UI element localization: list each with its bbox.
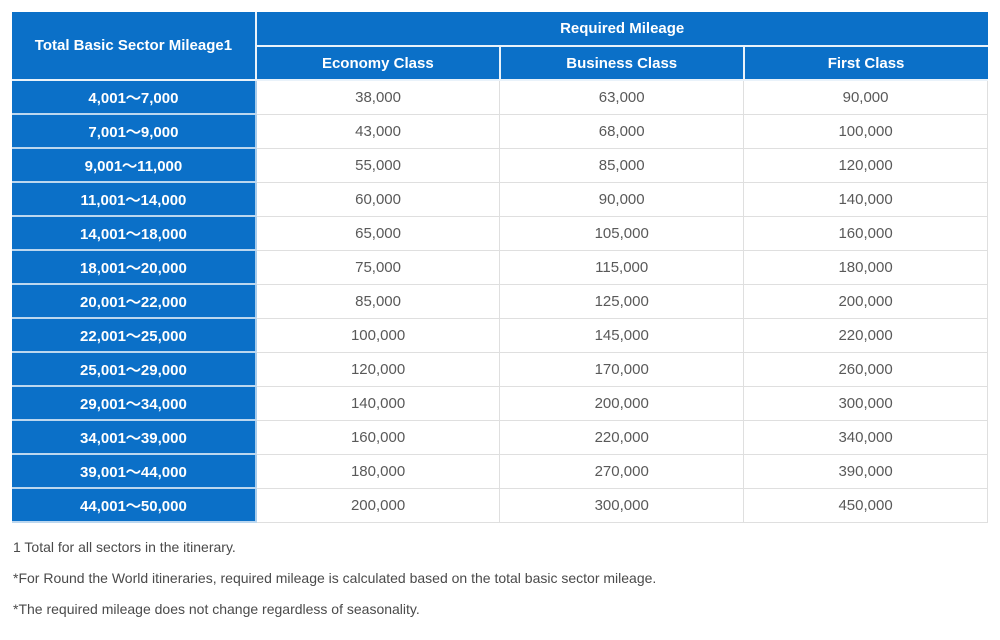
business-mileage-cell: 220,000 <box>499 419 745 455</box>
footnotes: 1 Total for all sectors in the itinerary… <box>12 523 988 640</box>
economy-mileage-cell: 60,000 <box>255 181 501 217</box>
first-mileage-cell: 260,000 <box>743 351 988 387</box>
economy-mileage-cell: 65,000 <box>255 215 501 251</box>
first-mileage-cell: 450,000 <box>743 487 988 523</box>
table-row: 11,001～14,000 60,000 90,000 140,000 <box>12 181 988 217</box>
footnote: *For Round the World itineraries, requir… <box>13 570 657 586</box>
col-header-business-class: Business Class <box>498 46 745 81</box>
economy-mileage-cell: 140,000 <box>255 385 501 421</box>
table-header: Total Basic Sector Mileage1 Required Mil… <box>12 12 988 81</box>
header-row-group: Total Basic Sector Mileage1 Required Mil… <box>12 12 988 81</box>
table-row: 4,001～7,000 38,000 63,000 90,000 <box>12 79 988 115</box>
economy-mileage-cell: 100,000 <box>255 317 501 353</box>
business-mileage-cell: 170,000 <box>499 351 745 387</box>
table-body: 4,001～7,000 38,000 63,000 90,000 7,001～9… <box>12 79 988 523</box>
sector-mileage-range-cell: 7,001～9,000 <box>12 114 257 149</box>
business-mileage-cell: 270,000 <box>499 453 745 489</box>
first-mileage-cell: 120,000 <box>743 147 988 183</box>
first-mileage-cell: 390,000 <box>743 453 988 489</box>
economy-mileage-cell: 120,000 <box>255 351 501 387</box>
sector-mileage-range-cell: 44,001～50,000 <box>12 488 257 523</box>
col-header-required-mileage: Required Mileage <box>255 12 988 47</box>
sector-mileage-range-cell: 4,001～7,000 <box>12 80 257 115</box>
economy-mileage-cell: 43,000 <box>255 113 501 149</box>
table-row: 22,001～25,000 100,000 145,000 220,000 <box>12 317 988 353</box>
business-mileage-cell: 145,000 <box>499 317 745 353</box>
mileage-table: Total Basic Sector Mileage1 Required Mil… <box>12 12 988 523</box>
sector-mileage-range-cell: 39,001～44,000 <box>12 454 257 489</box>
footnote: 1 Total for all sectors in the itinerary… <box>13 539 236 555</box>
sector-mileage-range-cell: 25,001～29,000 <box>12 352 257 387</box>
economy-mileage-cell: 200,000 <box>255 487 501 523</box>
table-row: 20,001～22,000 85,000 125,000 200,000 <box>12 283 988 319</box>
first-mileage-cell: 100,000 <box>743 113 988 149</box>
economy-mileage-cell: 180,000 <box>255 453 501 489</box>
header-row-classes: Economy Class Business Class First Class <box>12 46 988 81</box>
first-mileage-cell: 200,000 <box>743 283 988 319</box>
table-row: 18,001～20,000 75,000 115,000 180,000 <box>12 249 988 285</box>
table-row: 34,001～39,000 160,000 220,000 340,000 <box>12 419 988 455</box>
sector-mileage-range-cell: 18,001～20,000 <box>12 250 257 285</box>
business-mileage-cell: 68,000 <box>499 113 745 149</box>
first-mileage-cell: 160,000 <box>743 215 988 251</box>
business-mileage-cell: 125,000 <box>499 283 745 319</box>
first-mileage-cell: 340,000 <box>743 419 988 455</box>
business-mileage-cell: 115,000 <box>499 249 745 285</box>
col-header-economy-class: Economy Class <box>254 46 501 81</box>
sector-mileage-range-cell: 11,001～14,000 <box>12 182 257 217</box>
footnote: *The required mileage does not change re… <box>13 601 420 617</box>
col-header-first-class: First Class <box>742 46 988 81</box>
business-mileage-cell: 90,000 <box>499 181 745 217</box>
table-row: 44,001～50,000 200,000 300,000 450,000 <box>12 487 988 523</box>
col-header-total-basic-sector-mileage: Total Basic Sector Mileage1 <box>12 12 257 81</box>
sector-mileage-range-cell: 34,001～39,000 <box>12 420 257 455</box>
economy-mileage-cell: 75,000 <box>255 249 501 285</box>
business-mileage-cell: 300,000 <box>499 487 745 523</box>
sector-mileage-range-cell: 20,001～22,000 <box>12 284 257 319</box>
table-row: 29,001～34,000 140,000 200,000 300,000 <box>12 385 988 421</box>
first-mileage-cell: 300,000 <box>743 385 988 421</box>
business-mileage-cell: 200,000 <box>499 385 745 421</box>
first-mileage-cell: 140,000 <box>743 181 988 217</box>
sector-mileage-range-cell: 9,001～11,000 <box>12 148 257 183</box>
business-mileage-cell: 105,000 <box>499 215 745 251</box>
sector-mileage-range-cell: 14,001～18,000 <box>12 216 257 251</box>
economy-mileage-cell: 85,000 <box>255 283 501 319</box>
economy-mileage-cell: 55,000 <box>255 147 501 183</box>
table-row: 25,001～29,000 120,000 170,000 260,000 <box>12 351 988 387</box>
table-row: 14,001～18,000 65,000 105,000 160,000 <box>12 215 988 251</box>
table-row: 7,001～9,000 43,000 68,000 100,000 <box>12 113 988 149</box>
sector-mileage-range-cell: 29,001～34,000 <box>12 386 257 421</box>
first-mileage-cell: 90,000 <box>743 79 988 115</box>
economy-mileage-cell: 160,000 <box>255 419 501 455</box>
business-mileage-cell: 85,000 <box>499 147 745 183</box>
sector-mileage-range-cell: 22,001～25,000 <box>12 318 257 353</box>
table-row: 9,001～11,000 55,000 85,000 120,000 <box>12 147 988 183</box>
first-mileage-cell: 220,000 <box>743 317 988 353</box>
economy-mileage-cell: 38,000 <box>255 79 501 115</box>
table-row: 39,001～44,000 180,000 270,000 390,000 <box>12 453 988 489</box>
business-mileage-cell: 63,000 <box>499 79 745 115</box>
first-mileage-cell: 180,000 <box>743 249 988 285</box>
